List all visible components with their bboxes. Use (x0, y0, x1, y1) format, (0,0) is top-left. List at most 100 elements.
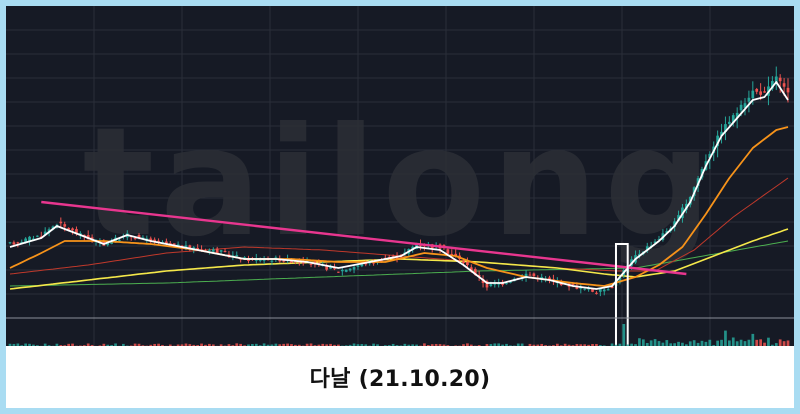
volume-bar (477, 345, 481, 346)
candle-body (735, 112, 739, 118)
volume-bar (86, 343, 90, 346)
stock-chart: tailong (6, 6, 794, 346)
candle-body (477, 275, 481, 277)
volume-bar (505, 343, 508, 346)
volume-bar (681, 342, 684, 346)
volume-bar (192, 344, 196, 346)
volume-bar (559, 345, 563, 346)
candle-body (505, 283, 508, 285)
volume-bar (282, 343, 286, 346)
candle-body (618, 277, 622, 283)
volume-bar (352, 343, 356, 346)
volume-bar (47, 345, 51, 346)
volume-bar (67, 343, 71, 346)
candle-body (720, 131, 723, 136)
candle-body (36, 235, 39, 237)
volume-bar (407, 344, 411, 346)
candle-body (708, 153, 712, 158)
candle-body (16, 242, 20, 244)
volume-bar (8, 343, 12, 346)
volume-bar (528, 343, 532, 346)
volume-bars (8, 324, 790, 346)
candle-body (141, 237, 145, 239)
candle-body (215, 248, 219, 253)
volume-bar (208, 343, 211, 346)
volume-bar (305, 343, 309, 346)
volume-bar (579, 344, 583, 346)
candle-body (583, 288, 587, 290)
volume-bar (32, 344, 35, 346)
candle-body (716, 135, 719, 147)
volume-bar (333, 344, 336, 346)
volume-bar (344, 345, 348, 346)
candle-body (657, 239, 661, 241)
volume-bar (106, 344, 110, 346)
candle-body (778, 77, 782, 82)
volume-bar (278, 344, 282, 346)
caption-panel: 다날 (21.10.20) (6, 346, 794, 408)
volume-bar (532, 344, 536, 346)
candle-body (309, 263, 313, 265)
volume-bar (82, 345, 86, 346)
candle-body (673, 221, 676, 228)
volume-bar (704, 341, 708, 346)
volume-bar (657, 341, 661, 346)
volume-bar (313, 345, 317, 346)
volume-bar (196, 345, 200, 346)
volume-bar (638, 338, 641, 346)
volume-bar (552, 345, 555, 346)
candle-body (485, 281, 489, 288)
candle-body (743, 103, 747, 109)
candle-body (258, 259, 262, 261)
candle-body (352, 267, 356, 270)
volume-bar (12, 343, 16, 346)
volume-bar (469, 344, 473, 346)
candle-body (587, 288, 590, 290)
volume-bar (571, 345, 575, 346)
candle-body (329, 267, 332, 269)
volume-bar (626, 344, 630, 346)
candle-body (157, 240, 160, 242)
volume-bar (630, 343, 633, 346)
volume-bar (692, 340, 696, 346)
candle-body (450, 253, 454, 255)
short-moving-averages (9, 81, 789, 290)
volume-bar (231, 345, 235, 346)
candle-body (106, 242, 110, 246)
volume-bar (622, 324, 626, 346)
volume-bar (727, 340, 731, 346)
volume-bar (43, 343, 47, 346)
volume-bar (595, 344, 598, 346)
candle-body (59, 221, 63, 224)
volume-bar (544, 345, 547, 346)
volume-bar (712, 345, 716, 346)
volume-bar (270, 344, 274, 346)
volume-bar (133, 343, 137, 346)
volume-bar (634, 344, 637, 346)
volume-bar (649, 340, 653, 346)
candle-body (137, 234, 141, 238)
candle-body (274, 257, 278, 259)
moving-average-short (9, 81, 789, 290)
volume-bar (462, 344, 465, 346)
candle-body (192, 247, 196, 250)
volume-bar (309, 343, 313, 346)
candle-body (462, 261, 465, 263)
volume-bar (168, 344, 172, 346)
candle-body (677, 215, 680, 221)
candle-body (446, 249, 450, 254)
moving-average-mid (9, 126, 789, 287)
candle-body (348, 268, 352, 271)
candle-body (278, 259, 282, 262)
volume-bar (122, 343, 125, 346)
candle-body (172, 243, 176, 245)
volume-bar (731, 337, 735, 346)
volume-bar (204, 344, 207, 346)
moving-average-longest (9, 240, 789, 287)
volume-bar (235, 343, 239, 346)
candle-body (763, 91, 766, 93)
volume-bar (360, 344, 364, 346)
volume-bar (258, 345, 262, 346)
volume-bar (591, 344, 594, 346)
candle-body (227, 254, 231, 256)
